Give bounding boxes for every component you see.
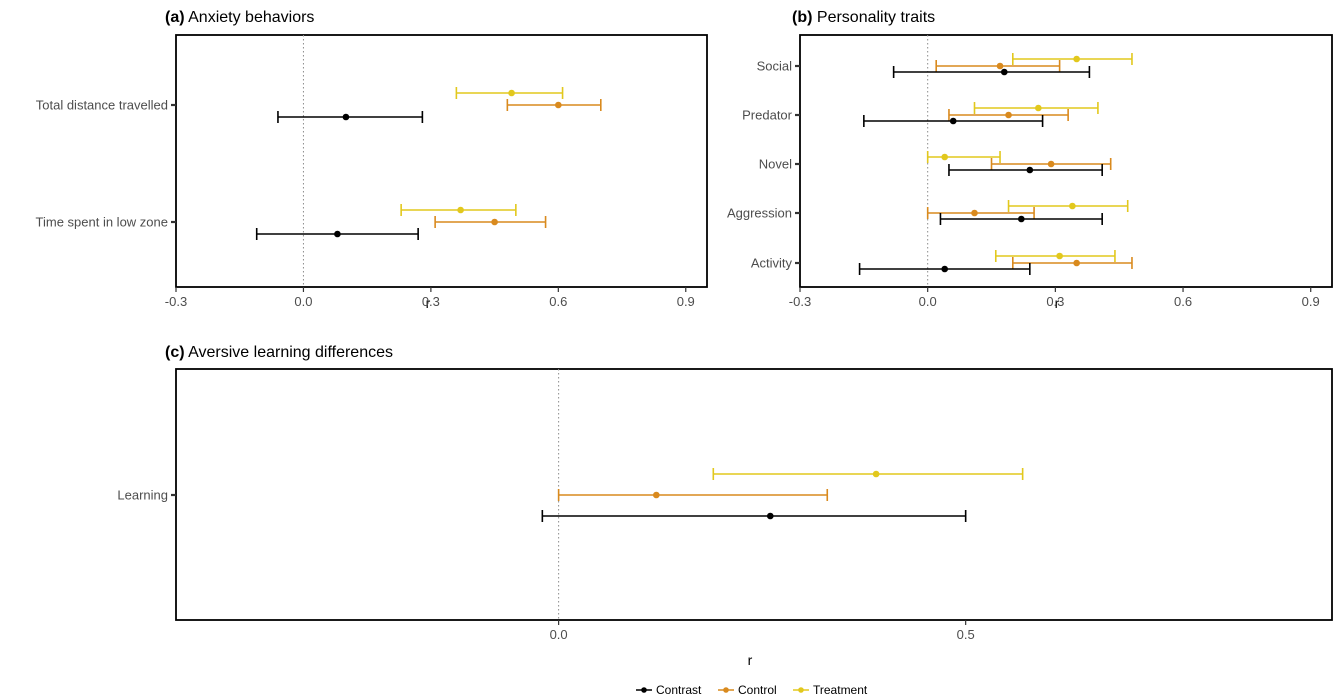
legend-label-control: Control xyxy=(738,683,777,697)
panel-c-series-treatment xyxy=(712,468,1024,480)
panel-b-category-label-predator: Predator xyxy=(742,108,793,123)
panel-a-category-label-time-spent-in-low-zone: Time spent in low zone xyxy=(36,215,168,230)
point-estimate xyxy=(555,101,562,109)
panel-b-x-tick-label: 0.0 xyxy=(919,294,937,309)
point-estimate xyxy=(508,89,515,97)
panel-b-title: (b) Personality traits xyxy=(792,9,935,26)
panel-b-category-label-novel: Novel xyxy=(759,157,792,172)
panel-b-series-treatment xyxy=(926,53,1133,262)
panel-b: -0.3 0.0 0.3 0.6 0.9 Social Predator Novel Aggre… xyxy=(727,34,1333,309)
point-estimate xyxy=(1056,252,1063,260)
legend-key-control-point xyxy=(723,687,729,693)
panel-c-x-tick-label: 0.5 xyxy=(957,627,975,642)
point-estimate xyxy=(1000,68,1008,76)
point-estimate xyxy=(342,113,350,121)
panel-b-category-label-activity: Activity xyxy=(751,256,793,271)
point-estimate xyxy=(996,62,1004,70)
panel-a-series-control xyxy=(434,99,602,228)
legend-label-treatment: Treatment xyxy=(813,683,868,697)
panel-c-category-label-learning: Learning xyxy=(117,488,168,503)
panel-a-title: (a) Anxiety behaviors xyxy=(165,9,314,26)
point-estimate xyxy=(1026,166,1034,174)
panel-a-x-tick-label: 0.3 xyxy=(422,294,440,309)
legend-label-contrast: Contrast xyxy=(656,683,702,697)
point-estimate xyxy=(766,512,774,520)
panel-c-x-tick-label: 0.0 xyxy=(550,627,568,642)
point-estimate xyxy=(457,206,464,214)
panel-b-x-tick-label: -0.3 xyxy=(789,294,811,309)
panel-b-x-axis-title: r xyxy=(1055,295,1060,311)
point-estimate xyxy=(1069,202,1076,210)
point-estimate xyxy=(941,265,949,273)
panel-c: 0.0 0.5 Learning xyxy=(117,368,1333,642)
panel-b-category-label-social: Social xyxy=(757,59,793,74)
point-estimate xyxy=(1047,160,1055,168)
panel-a: -0.3 0.0 0.3 0.6 0.9 Total distance travelled… xyxy=(36,34,708,309)
panel-c-title: (c) Aversive learning differences xyxy=(165,344,393,361)
point-estimate xyxy=(872,470,880,478)
panel-c-series-contrast xyxy=(541,510,967,522)
panel-b-x-tick-label: 0.6 xyxy=(1174,294,1192,309)
panel-c-x-axis-title: r xyxy=(748,652,753,668)
panel-a-category-label-total-distance-travelled: Total distance travelled xyxy=(36,98,168,113)
panel-b-category-label-aggression: Aggression xyxy=(727,206,792,221)
panel-c-series-control xyxy=(557,489,829,501)
panel-a-series-contrast xyxy=(255,111,424,240)
panel-a-x-tick-label: 0.9 xyxy=(677,294,695,309)
point-estimate xyxy=(941,153,949,161)
point-estimate xyxy=(949,117,957,125)
point-estimate xyxy=(1005,111,1012,119)
panel-a-x-axis-title: r xyxy=(426,295,431,311)
point-estimate xyxy=(334,230,341,238)
panel-a-series-treatment xyxy=(400,87,564,216)
legend-key-contrast-point xyxy=(641,687,647,693)
point-estimate xyxy=(1073,259,1080,267)
point-estimate xyxy=(1035,104,1042,112)
point-estimate xyxy=(491,218,498,226)
panel-b-frame xyxy=(799,34,1333,288)
panel-a-x-tick-label: 0.0 xyxy=(294,294,312,309)
panel-b-x-tick-label: 0.9 xyxy=(1302,294,1320,309)
legend-key-treatment-point xyxy=(798,687,804,693)
panel-b-x-tick-label: 0.3 xyxy=(1046,294,1064,309)
panel-a-x-tick-label: 0.6 xyxy=(549,294,567,309)
panel-a-frame xyxy=(175,34,708,288)
legend: Contrast Control Treatment xyxy=(636,683,868,697)
panel-b-series-contrast xyxy=(858,66,1103,275)
panel-a-x-tick-label: -0.3 xyxy=(165,294,187,309)
point-estimate xyxy=(971,209,978,217)
point-estimate xyxy=(1073,55,1080,63)
point-estimate xyxy=(653,491,660,499)
panel-b-series-control xyxy=(926,60,1133,269)
point-estimate xyxy=(1018,215,1025,223)
